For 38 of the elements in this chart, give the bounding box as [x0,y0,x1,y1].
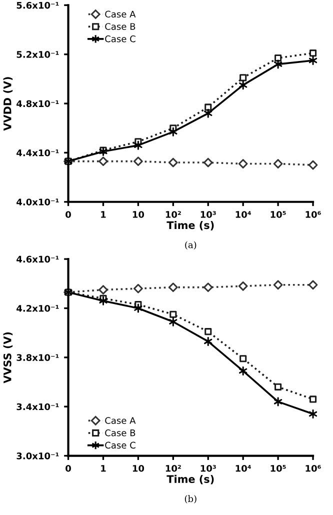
x-tick-label: 10 [132,211,144,218]
x-tick-label: 1 [101,211,106,218]
y-axis-title: VVDD (V) [3,77,13,131]
x-tick-label: 10 [132,464,144,472]
x-tick-label: 0 [66,211,71,218]
x-tick-label: 10⁶ [306,464,321,472]
y-tick-label: 5.6x10⁻¹ [16,2,59,9]
y-tick-label: 5.2x10⁻¹ [16,51,59,58]
x-tick-label: 10⁴ [236,211,251,218]
legend-label: Case B [105,429,136,436]
x-tick-label: 10⁵ [270,211,286,218]
x-tick-label: 10² [166,464,181,472]
x-tick-label: 10⁶ [306,211,321,218]
x-axis-title: Time (s) [166,221,214,230]
x-axis-title: Time (s) [166,474,214,484]
legend-label: Case C [105,442,136,449]
y-tick-label: 4.2x10⁻¹ [16,304,59,312]
y-tick-label: 4.0x10⁻¹ [16,198,59,206]
legend-label: Case A [105,417,136,424]
legend-label: Case B [105,23,136,30]
x-tick-label: 10³ [200,211,216,218]
y-tick-label: 4.4x10⁻¹ [16,149,59,156]
y-tick-label: 3.4x10⁻¹ [16,403,59,410]
y-tick-label: 3.0x10⁻¹ [16,452,59,460]
x-tick-label: 10⁵ [270,464,286,472]
y-tick-label: 4.8x10⁻¹ [16,100,59,108]
text: (b) [184,495,196,504]
x-tick-label: 10⁴ [236,464,251,472]
legend-label: Case C [105,35,136,42]
y-tick-label: 4.6x10⁻¹ [16,256,59,263]
x-tick-label: 10² [166,211,181,218]
y-axis-title: VVSS (V) [3,332,13,384]
x-tick-label: 1 [101,465,106,472]
x-tick-label: 0 [66,464,71,472]
x-tick-label: 10³ [200,464,216,472]
text: (a) [185,241,196,250]
legend-label: Case A [105,10,136,18]
y-tick-label: 3.8x10⁻¹ [16,354,59,361]
